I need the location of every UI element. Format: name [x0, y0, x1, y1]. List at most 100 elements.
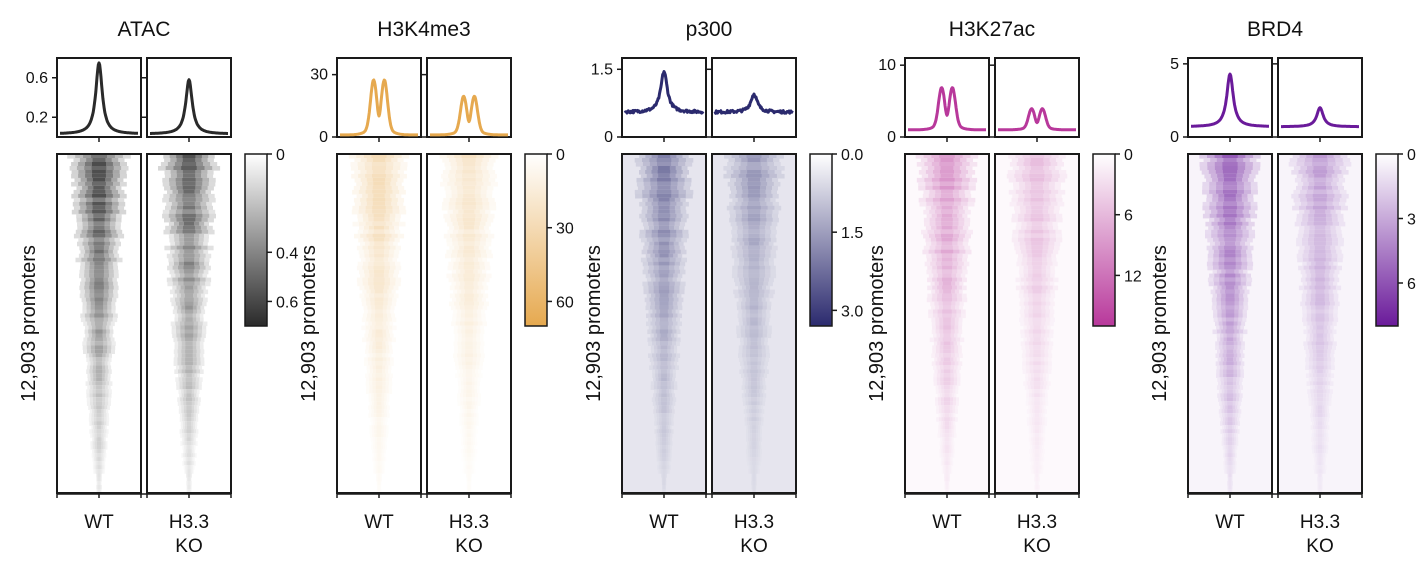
- heatmap-cell: [1223, 209, 1237, 215]
- heatmap-cell: [372, 233, 386, 239]
- heatmap-cell: [1224, 265, 1236, 271]
- heatmap-cell: [1316, 353, 1324, 358]
- heatmap-cell: [375, 381, 383, 386]
- heatmap-cell: [942, 301, 952, 307]
- heatmap-cell: [750, 369, 758, 374]
- heatmap-cell: [375, 333, 383, 339]
- heatmap-cell: [1223, 181, 1237, 187]
- heatmap-cell: [1226, 385, 1234, 390]
- heatmap-cell: [97, 481, 101, 486]
- heatmap-cell: [941, 297, 952, 303]
- heatmap-cell: [752, 469, 756, 474]
- heatmap-cell: [96, 421, 102, 426]
- heatmap-cell: [940, 249, 954, 255]
- heatmap-cell: [662, 449, 666, 454]
- y-axis-label: 12,903 promoters: [298, 245, 320, 402]
- heatmap-cell: [749, 293, 759, 299]
- heatmap-cell: [377, 489, 381, 494]
- heatmap-cell: [1032, 289, 1042, 295]
- heatmap-cell: [96, 409, 102, 414]
- heatmap-cell: [375, 353, 383, 358]
- heatmap-cell: [945, 473, 949, 478]
- heatmap-cell: [467, 445, 471, 450]
- heatmap-cell: [1318, 469, 1322, 474]
- profile-frame: [904, 57, 990, 138]
- heatmap-cell: [750, 297, 758, 303]
- heatmap-cell: [1228, 477, 1232, 482]
- heatmap-cell: [374, 225, 384, 231]
- panel-title: BRD4: [1247, 18, 1303, 41]
- heatmap-cell: [465, 341, 473, 346]
- heatmap-cell: [750, 361, 758, 366]
- heatmap-cell: [466, 429, 472, 434]
- heatmap-cell: [375, 341, 383, 346]
- y-axis-label: 12,903 promoters: [1149, 245, 1171, 402]
- panel-atac: ATAC 12,903 promoters 0.6 0.2 WT H3.3 KO 0 0.4 0.…: [18, 18, 298, 557]
- heatmap-cell: [183, 205, 195, 211]
- heatmap-cell: [659, 253, 669, 259]
- profile-plot-ko: [1277, 57, 1363, 142]
- heatmap-cell: [944, 401, 950, 406]
- heatmap-cell: [1315, 293, 1325, 299]
- heatmap-cell: [943, 357, 951, 362]
- heatmap-cell: [1314, 209, 1326, 215]
- heatmap-cell: [94, 265, 104, 271]
- heatmap-cell: [375, 365, 383, 370]
- heatmap-cell: [941, 217, 953, 223]
- heatmap-cell: [95, 333, 103, 339]
- heatmap-cell: [183, 277, 195, 283]
- heatmap-cell: [182, 245, 196, 251]
- heatmap-cell: [943, 361, 951, 366]
- heatmap-cell: [95, 337, 103, 343]
- heatmap-cell: [464, 321, 474, 327]
- heatmap-cell: [1033, 305, 1042, 311]
- heatmap-cell: [96, 373, 102, 378]
- heatmap-cell: [1223, 205, 1237, 211]
- condition-label-line: H3.3: [1017, 512, 1057, 533]
- y-axis-label: 12,903 promoters: [18, 245, 40, 402]
- heatmap-cell: [751, 389, 757, 394]
- heatmap-cell: [942, 277, 952, 283]
- heatmap-cell: [94, 309, 104, 315]
- profile-line-wt: [59, 61, 139, 135]
- heatmap-cell: [372, 177, 386, 183]
- heatmap-cell: [940, 193, 953, 199]
- heatmap-cell: [1317, 433, 1323, 438]
- heatmap-cell: [97, 437, 101, 442]
- heatmap-cell: [462, 170, 476, 175]
- heatmap-cell: [940, 173, 954, 179]
- heatmap-cell: [464, 281, 474, 287]
- heatmap-cell: [1226, 357, 1233, 362]
- heatmap-cell: [749, 257, 759, 263]
- heatmap-cell: [185, 337, 193, 343]
- heatmap-cell: [1315, 313, 1325, 319]
- heatmap-cell: [465, 309, 473, 315]
- heatmap-cell: [1033, 381, 1041, 386]
- heatmap-cell: [187, 477, 191, 482]
- heatmap-cell: [1316, 333, 1324, 339]
- heatmap-cell: [939, 197, 954, 203]
- heatmap-cell: [657, 201, 671, 207]
- heatmap-cell: [1034, 413, 1040, 418]
- heatmap-cell: [1317, 417, 1323, 422]
- heatmap-cell: [1316, 357, 1324, 362]
- heatmap-cell: [1317, 425, 1323, 430]
- heatmap-cell: [97, 485, 101, 490]
- y-tick-label: 0: [319, 129, 328, 146]
- heatmap-cell: [942, 337, 952, 343]
- heatmap-cell: [93, 241, 105, 247]
- heatmap-cell: [1318, 453, 1322, 458]
- heatmap-cell: [944, 421, 949, 426]
- heatmap-cell: [1224, 253, 1236, 259]
- heatmap-cell: [751, 421, 757, 426]
- heatmap-cell: [96, 377, 102, 382]
- heatmap-cell: [463, 189, 475, 195]
- heatmap-cell: [942, 293, 952, 299]
- heatmap-cell: [944, 413, 950, 418]
- heatmap-cell: [943, 329, 951, 335]
- heatmap-cell: [1224, 273, 1236, 279]
- heatmap-cell: [1316, 361, 1324, 366]
- heatmap-cell: [95, 393, 103, 398]
- profile-line-ko: [429, 94, 509, 137]
- heatmap-cell: [661, 413, 667, 418]
